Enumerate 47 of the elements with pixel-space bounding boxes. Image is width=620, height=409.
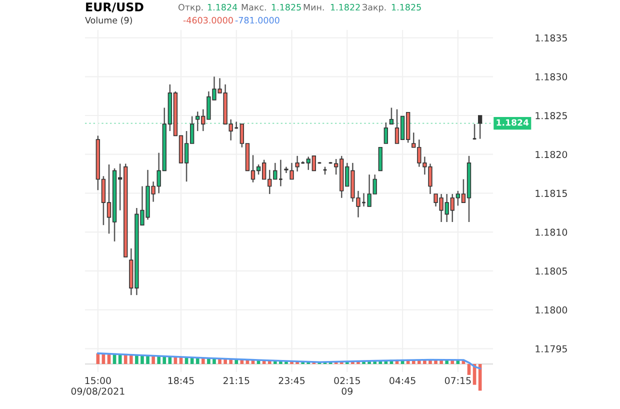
bar — [207, 358, 210, 364]
y-tick-label: 1.1795 — [536, 345, 567, 352]
x-tick-label: 02:15 09 — [334, 377, 360, 395]
bar — [218, 358, 222, 364]
candlestick — [478, 114, 482, 140]
ref-line-label: 1.1824 — [496, 119, 529, 126]
bar — [162, 356, 166, 364]
bar — [224, 359, 227, 364]
candlestick — [472, 123, 477, 140]
candlestick — [389, 107, 394, 125]
text: 1.1822 — [330, 4, 360, 11]
bar — [196, 358, 200, 364]
text: 1.1825 — [272, 4, 301, 11]
y-tick-label: 1.1805 — [536, 268, 567, 275]
candlestick — [290, 162, 294, 180]
y-tick-label: 1.1815 — [536, 190, 567, 197]
y-tick-label: 1.1820 — [536, 150, 568, 158]
x-tick-label: 07:15 — [444, 377, 471, 384]
candlestick — [278, 159, 284, 187]
bar — [467, 364, 471, 375]
bar — [129, 354, 133, 364]
y-tick-label: 1.1830 — [536, 73, 568, 80]
y-tick-label: 1.1835 — [536, 34, 567, 42]
bar — [140, 355, 144, 364]
x-tick-label: 21:15 — [223, 377, 250, 384]
x-tick-label: 18:45 — [168, 377, 194, 384]
x-tick-label: 15:00 09/08/2021 — [71, 377, 124, 396]
text: 1.1825 — [392, 4, 421, 11]
x-tick-label: 04:45 — [390, 377, 416, 384]
text: Макс. — [242, 4, 266, 11]
text: 1.1824 — [208, 4, 238, 11]
text: Мин. — [304, 4, 324, 10]
chart-title: Volume (9) — [85, 16, 132, 25]
text: -4603.0000 — [183, 16, 233, 24]
y-tick-label: 1.1825 — [536, 112, 567, 120]
y-tick-label: 1.1810 — [536, 228, 568, 236]
bar — [279, 361, 282, 364]
candlestick — [378, 146, 382, 172]
text: -781.0000 — [235, 16, 280, 24]
text: Закр. — [362, 4, 386, 12]
bar — [234, 359, 238, 364]
chart-title: EUR/USD — [86, 2, 144, 12]
y-tick-label: 1.1800 — [536, 306, 568, 314]
x-tick-label: 23:45 — [278, 377, 305, 384]
bar — [152, 356, 155, 364]
text: Откр. — [178, 4, 203, 12]
candlestick — [384, 122, 388, 144]
